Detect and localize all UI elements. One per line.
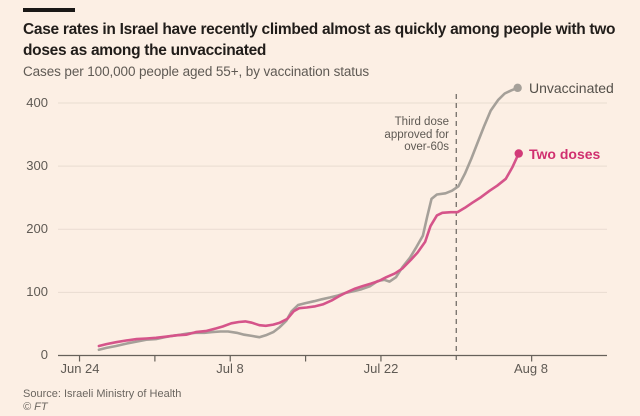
y-axis-label-300: 300 <box>26 158 48 173</box>
series-line-two-doses <box>97 152 521 348</box>
chart-subtitle: Cases per 100,000 people aged 55+, by va… <box>23 64 370 79</box>
x-axis-label-aug8: Aug 8 <box>514 361 548 376</box>
series-label-two-doses: Two doses <box>529 146 601 162</box>
annotation-line-3: over-60s <box>404 141 449 153</box>
annotation-line-1: Third dose <box>394 116 449 128</box>
x-axis-label-jun24: Jun 24 <box>60 361 100 376</box>
y-axis-label-0: 0 <box>40 347 48 362</box>
y-axis-label-400: 400 <box>26 95 48 110</box>
y-axis-label-100: 100 <box>26 284 48 299</box>
series-label-unvaccinated: Unvaccinated <box>529 80 614 96</box>
annotation-line-2: approved for <box>384 128 449 141</box>
page-title: Case rates in Israel have recently climb… <box>23 21 616 59</box>
ft-credit: © FT <box>23 401 48 413</box>
headline-accent-bar <box>23 8 75 12</box>
third-dose-annotation: Third dose approved for over-60s <box>289 116 449 154</box>
x-axis-label-jul8: Jul 8 <box>216 361 244 376</box>
series-end-dot-unvaccinated <box>513 83 522 93</box>
y-axis-label-200: 200 <box>26 221 48 236</box>
x-axis-label-jul22: Jul 22 <box>363 361 399 376</box>
source-note: Source: Israeli Ministry of Health <box>23 388 182 400</box>
series-end-dot-two-doses <box>514 149 523 158</box>
